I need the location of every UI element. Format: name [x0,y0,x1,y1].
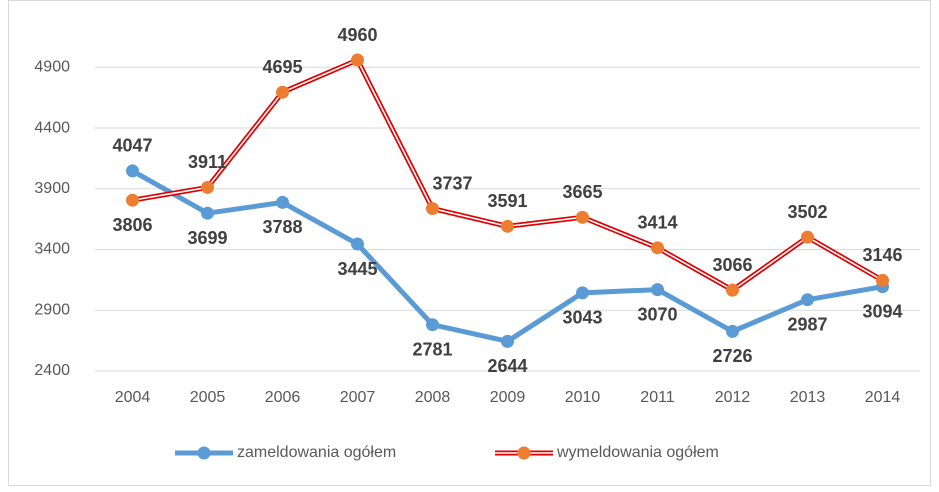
data-label: 3911 [188,152,227,172]
data-label: 3591 [487,191,527,211]
point [126,164,139,178]
x-tick-label: 2009 [490,389,526,406]
x-tick-label: 2008 [415,389,451,406]
x-tick-label: 2004 [115,389,151,406]
chart-frame [8,0,931,486]
data-label: 3737 [432,173,472,193]
point [426,318,439,332]
point [351,53,364,67]
data-label: 3146 [862,245,902,265]
point [726,283,739,297]
point [276,195,289,209]
x-tick-label: 2012 [715,389,751,406]
data-label: 3094 [862,301,902,321]
x-tick-label: 2014 [865,389,901,406]
point [651,241,664,255]
point [651,283,664,297]
data-label: 2781 [412,339,452,359]
point [201,180,214,194]
point [126,193,139,207]
legend-label: zameldowania ogółem [237,444,396,461]
legend-marker [517,446,531,460]
point [351,237,364,251]
x-tick-label: 2010 [565,389,601,406]
data-label: 3665 [562,182,602,202]
data-label: 4695 [262,57,302,77]
point [426,202,439,216]
y-tick-label: 3400 [34,241,70,258]
point [576,286,589,300]
legend-label: wymeldowania ogółem [556,444,719,461]
point [801,230,814,244]
point [201,206,214,220]
data-label: 3502 [787,202,827,222]
point [726,324,739,338]
x-tick-label: 2011 [640,389,675,406]
data-label: 2726 [712,346,752,366]
point [801,293,814,307]
data-label: 2987 [787,314,827,334]
data-label: 3699 [187,228,227,248]
data-label: 3043 [562,308,602,328]
x-tick-label: 2007 [340,389,376,406]
legend-marker [197,446,211,460]
data-label: 3806 [112,215,152,235]
data-label: 4960 [337,25,377,45]
y-tick-label: 2400 [34,362,70,379]
y-tick-label: 4400 [34,119,70,136]
y-tick-label: 3900 [34,180,70,197]
point [276,85,289,99]
x-tick-label: 2013 [790,389,826,406]
y-tick-label: 4900 [34,59,70,76]
data-label: 4047 [112,136,152,156]
data-label: 3788 [262,217,302,237]
x-tick-label: 2005 [190,389,226,406]
point [576,210,589,224]
data-label: 3070 [637,304,677,324]
data-label: 3414 [637,213,677,233]
point [501,219,514,233]
data-label: 3066 [712,255,752,275]
point [501,334,514,348]
data-label: 2644 [487,356,527,376]
x-tick-label: 2006 [265,389,301,406]
data-label: 3445 [337,259,377,279]
point [876,273,889,287]
y-tick-label: 2900 [34,301,70,318]
